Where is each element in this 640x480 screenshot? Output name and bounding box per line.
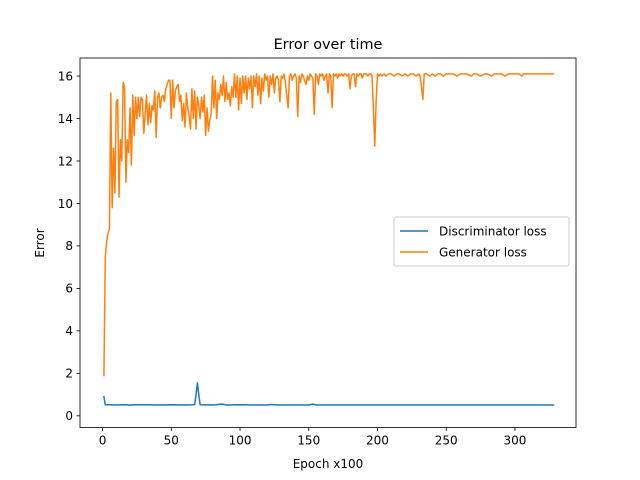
legend-label: Generator loss [439, 245, 527, 259]
x-tick-label: 300 [504, 434, 527, 448]
y-tick-label: 6 [65, 282, 73, 296]
x-axis-ticks: 0 50 100 150 200 250 300 [99, 427, 527, 448]
x-tick-label: 0 [99, 434, 107, 448]
x-axis-label: Epoch x100 [293, 457, 364, 471]
y-tick-label: 0 [65, 409, 73, 423]
y-axis-ticks: 0 2 4 6 8 10 12 14 16 [58, 69, 80, 423]
y-tick-label: 2 [65, 367, 73, 381]
y-tick-label: 4 [65, 324, 73, 338]
legend-box [393, 216, 570, 267]
y-tick-label: 14 [58, 112, 73, 126]
y-axis-label: Error [33, 228, 47, 257]
series-line-generator-loss [103, 73, 555, 377]
x-tick-label: 150 [297, 434, 320, 448]
plot-area-frame [79, 57, 577, 428]
y-tick-label: 16 [58, 69, 73, 83]
x-tick-label: 250 [435, 434, 458, 448]
legend-label: Discriminator loss [439, 224, 547, 238]
y-tick-label: 8 [65, 239, 73, 253]
x-tick-label: 100 [229, 434, 252, 448]
y-tick-label: 12 [58, 154, 73, 168]
chart-title: Error over time [274, 37, 383, 53]
x-tick-label: 200 [366, 434, 389, 448]
legend: Discriminator loss Generator loss [393, 216, 570, 267]
series-line-discriminator-loss [103, 382, 555, 406]
x-tick-label: 50 [164, 434, 179, 448]
y-tick-label: 10 [58, 197, 73, 211]
series-layer [103, 73, 555, 406]
